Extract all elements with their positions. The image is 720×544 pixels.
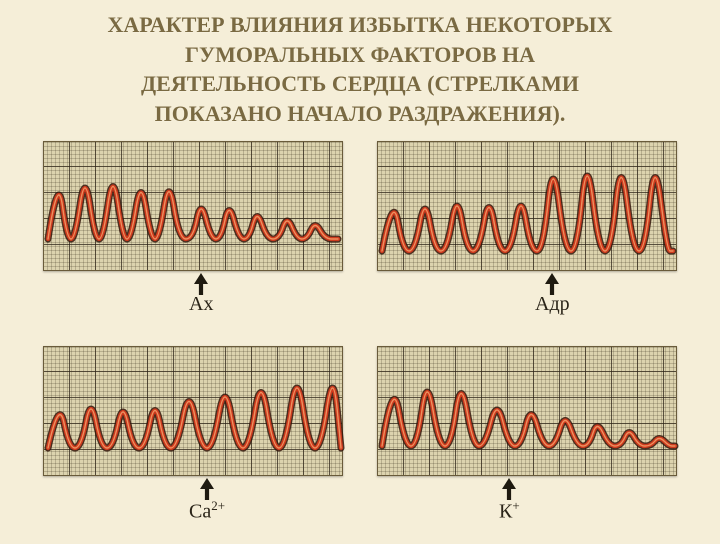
graph-panel — [377, 141, 677, 271]
up-arrow-icon — [194, 273, 208, 295]
stimulus-marker: К+ — [499, 478, 520, 524]
graph-panel — [43, 346, 343, 476]
panel-label: Ах — [189, 293, 213, 316]
waveform — [377, 141, 677, 271]
page-title: ХАРАКТЕР ВЛИЯНИЯ ИЗБЫТКА НЕКОТОРЫХ ГУМОР… — [0, 0, 720, 133]
panel-label: Адр — [535, 293, 570, 316]
up-arrow-icon — [545, 273, 559, 295]
up-arrow-icon — [502, 478, 516, 500]
panel-ca: Са2+ — [40, 346, 346, 524]
stimulus-marker: Са2+ — [189, 478, 225, 524]
graph-panel — [377, 346, 677, 476]
waveform — [377, 346, 677, 476]
stimulus-marker: Ах — [189, 273, 213, 316]
panel-ax: Ах — [40, 141, 346, 319]
up-arrow-icon — [200, 478, 214, 500]
stimulus-marker: Адр — [535, 273, 570, 316]
waveform — [43, 141, 343, 271]
panels-grid: Ах Адр Са2+ К+ — [0, 133, 720, 544]
panel-label: Са2+ — [189, 498, 225, 524]
panel-label: К+ — [499, 498, 520, 524]
graph-panel — [43, 141, 343, 271]
panel-adr: Адр — [374, 141, 680, 319]
waveform — [43, 346, 343, 476]
panel-k: К+ — [374, 346, 680, 524]
